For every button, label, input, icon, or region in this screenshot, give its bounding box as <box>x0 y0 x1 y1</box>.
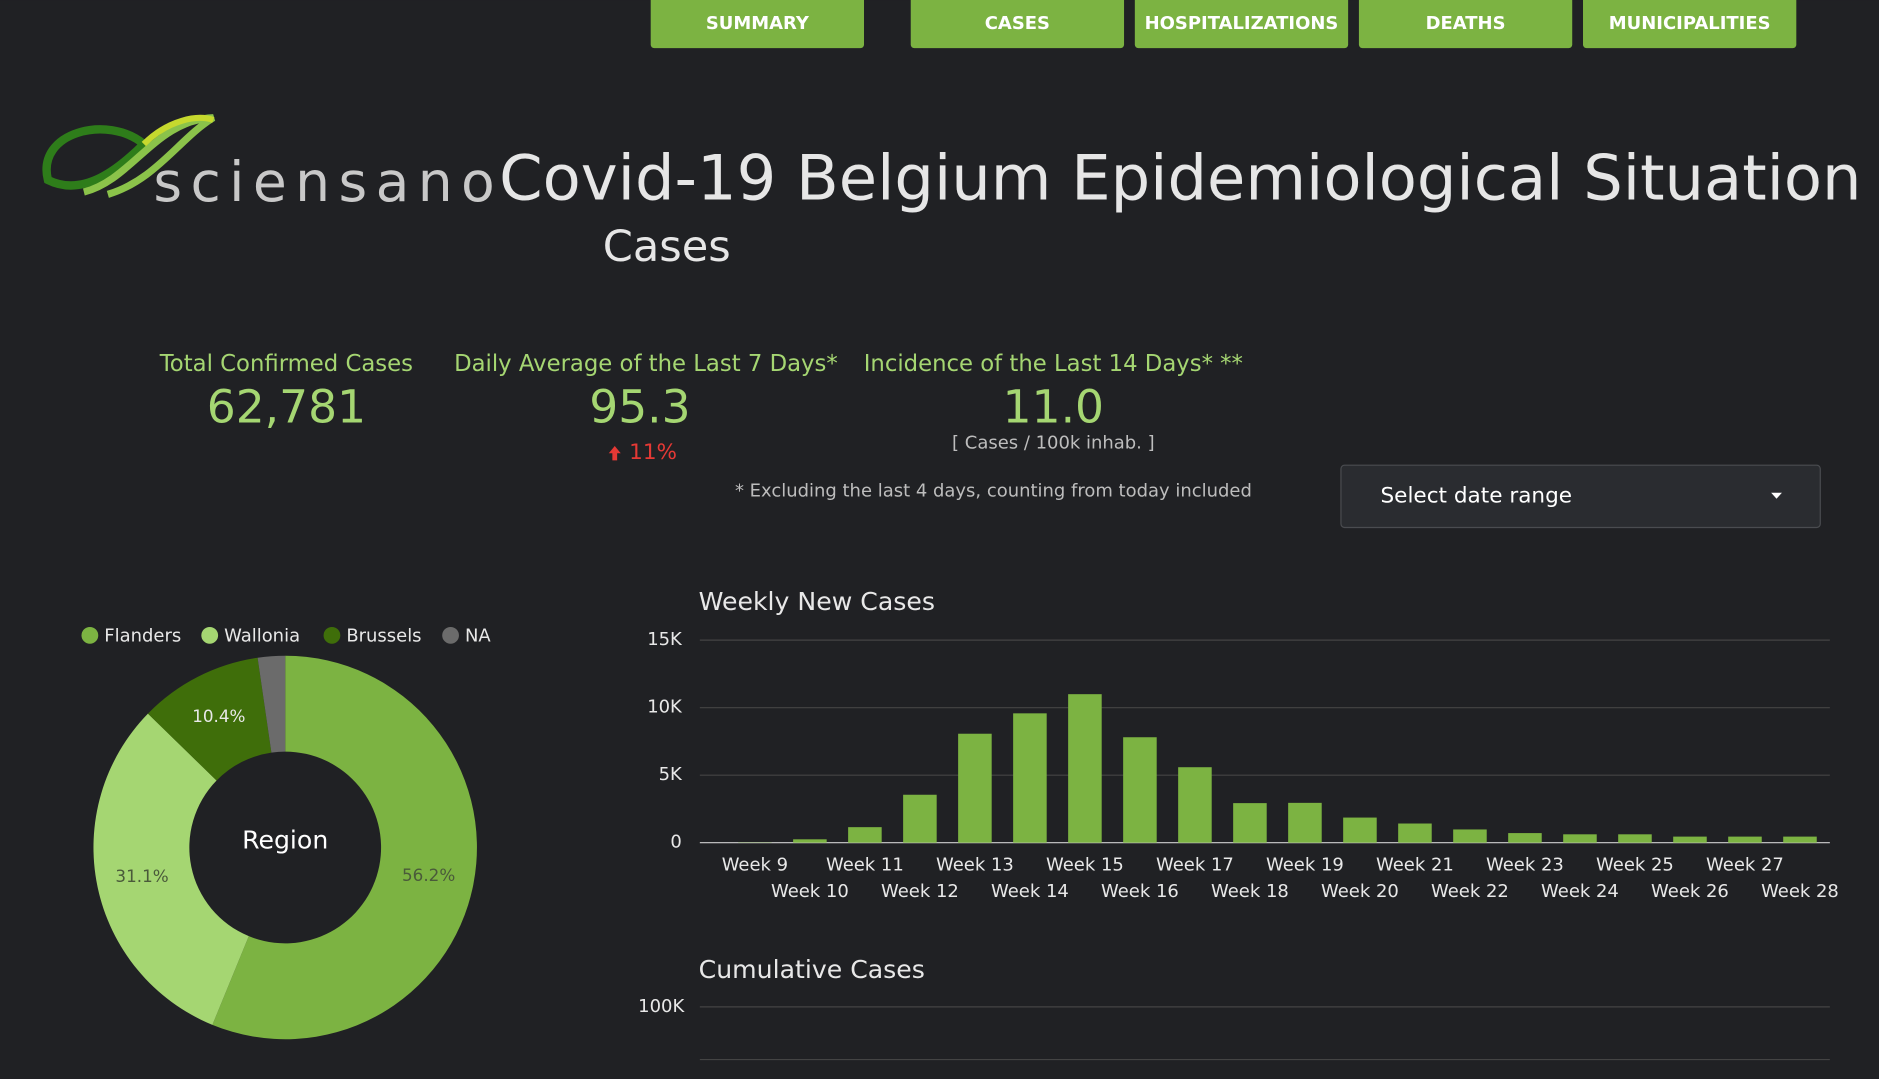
x-tick-label: Week 12 <box>881 881 959 902</box>
nav-button-label[interactable]: SUMMARY <box>706 13 810 34</box>
y-tick-label: 0 <box>670 832 681 853</box>
bar <box>1398 823 1432 843</box>
slice-label: 31.1% <box>115 866 168 886</box>
pie-slice <box>212 655 477 1040</box>
logo-leaf <box>42 125 151 190</box>
footnote: * Excluding the last 4 days, counting fr… <box>735 481 1252 502</box>
y-tick-label: 10K <box>647 697 683 718</box>
legend-swatch <box>442 626 459 644</box>
legend-swatch <box>201 626 219 644</box>
logo-text: sciensano <box>153 150 503 214</box>
legend-label: Brussels <box>346 626 421 647</box>
x-tick-label: Week 22 <box>1431 881 1509 902</box>
nav-button-label[interactable]: MUNICIPALITIES <box>1609 13 1771 34</box>
bar <box>1783 836 1817 843</box>
pie-slice <box>257 655 286 753</box>
bar <box>1673 836 1707 843</box>
bar <box>1288 802 1322 843</box>
logo-leaf <box>141 114 215 147</box>
kpi-note: [ Cases / 100k inhab. ] <box>952 433 1155 454</box>
slice-label: 10.4% <box>192 706 245 726</box>
page-title: Covid-19 Belgium Epidemiological Situati… <box>499 141 1861 214</box>
x-tick-label: Week 28 <box>1761 881 1839 902</box>
kpi-value: 62,781 <box>207 381 366 434</box>
y-tick-label: 100K <box>638 996 685 1017</box>
legend-label: NA <box>465 626 491 647</box>
x-tick-label: Week 13 <box>936 854 1014 875</box>
nav-button-label[interactable]: DEATHS <box>1426 13 1506 34</box>
nav-button[interactable] <box>650 0 865 49</box>
page-subtitle: Cases <box>603 222 731 272</box>
x-tick-label: Week 24 <box>1541 881 1619 902</box>
x-tick-label: Week 11 <box>826 854 904 875</box>
bar <box>958 733 992 843</box>
bar <box>793 839 827 843</box>
x-tick-label: Week 20 <box>1321 881 1399 902</box>
legend-label: Wallonia <box>224 626 300 647</box>
bar <box>1563 834 1597 843</box>
dropdown-caret[interactable] <box>1771 492 1782 499</box>
kpi-value: 95.3 <box>589 381 690 434</box>
bar <box>903 794 937 843</box>
x-tick-label: Week 10 <box>771 881 849 902</box>
nav-button[interactable] <box>1583 0 1797 49</box>
nav-button-label[interactable]: CASES <box>985 13 1050 34</box>
x-tick-label: Week 15 <box>1046 854 1124 875</box>
bar <box>1618 834 1652 843</box>
x-tick-label: Week 18 <box>1211 881 1289 902</box>
y-tick-label: 15K <box>647 629 683 650</box>
x-tick-label: Week 14 <box>991 881 1069 902</box>
x-tick-label: Week 21 <box>1376 854 1454 875</box>
bar <box>1123 737 1157 843</box>
y-tick-label: 5K <box>659 764 683 785</box>
pie-slice <box>93 713 249 1025</box>
kpi-label: Daily Average of the Last 7 Days* <box>454 351 838 377</box>
nav-button[interactable] <box>910 0 1125 49</box>
x-tick-label: Week 25 <box>1596 854 1674 875</box>
kpi-label: Total Confirmed Cases <box>159 351 413 377</box>
bar <box>848 827 882 843</box>
chart-title: Weekly New Cases <box>699 587 935 616</box>
bar <box>1343 817 1377 843</box>
x-tick-label: Week 17 <box>1156 854 1234 875</box>
nav-bar: SUMMARY CASES HOSPITALIZATIONS DEATHS MUNICI… <box>650 0 1797 49</box>
x-tick-label: Week 16 <box>1101 881 1179 902</box>
x-tick-label: Week 23 <box>1486 854 1564 875</box>
bar <box>1233 803 1267 843</box>
logo: sciensano <box>42 114 503 214</box>
x-tick-label: Week 19 <box>1266 854 1344 875</box>
bar <box>1068 694 1102 843</box>
legend-swatch <box>323 626 341 644</box>
legend-swatch <box>81 626 99 644</box>
pie-center-label: Region <box>242 825 328 854</box>
kpi-change: 11% <box>629 440 677 465</box>
kpi-value: 11.0 <box>1003 381 1104 434</box>
bar <box>1013 713 1047 843</box>
dropdown-box[interactable] <box>1340 464 1821 529</box>
x-tick-label: Week 26 <box>1651 881 1729 902</box>
pie-slice <box>147 657 272 781</box>
charts: Flanders Wallonia Brussels NA 56.2% 31.1% 10.4… <box>81 587 1839 1061</box>
nav-button[interactable] <box>1134 0 1349 49</box>
bar <box>1728 836 1762 843</box>
dropdown-label[interactable]: Select date range <box>1380 483 1572 508</box>
x-tick-label: Week 9 <box>722 854 788 875</box>
slice-label: 56.2% <box>402 865 455 885</box>
bar <box>1178 767 1212 843</box>
nav-button[interactable] <box>1358 0 1573 49</box>
legend-label: Flanders <box>104 626 181 647</box>
kpi-label: Incidence of the Last 14 Days* ** <box>864 351 1243 377</box>
chart-title: Cumulative Cases <box>699 955 925 984</box>
bar <box>1508 833 1542 843</box>
bar <box>1453 829 1487 843</box>
date-selector[interactable]: Select date range <box>1340 464 1821 529</box>
nav-button-label[interactable]: HOSPITALIZATIONS <box>1145 13 1339 34</box>
x-tick-label: Week 27 <box>1706 854 1784 875</box>
